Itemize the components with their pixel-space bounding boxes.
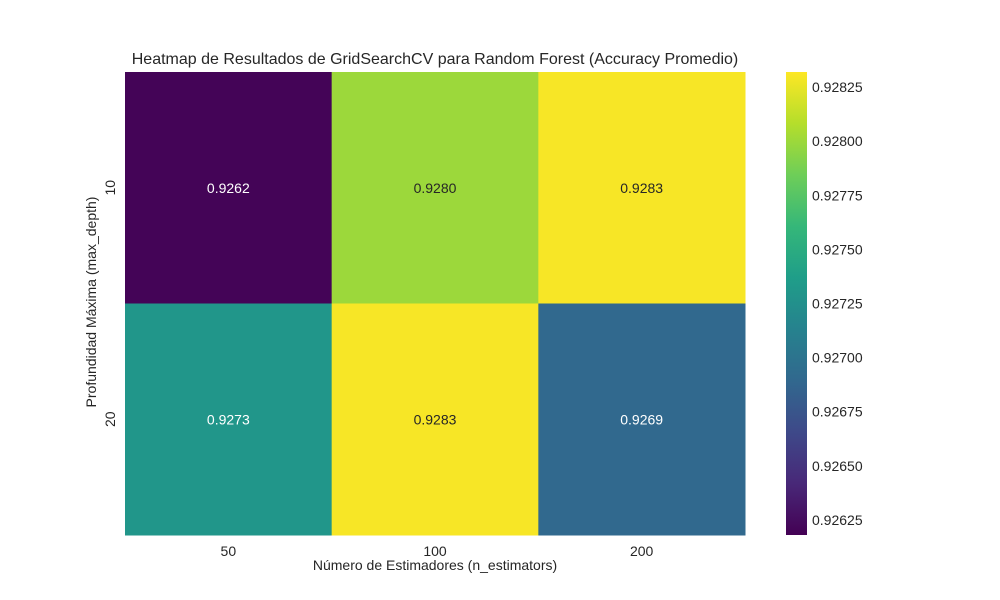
x-tick-label: 100 [423, 543, 447, 559]
heatmap-cell [538, 303, 746, 536]
colorbar-tick-label: 0.92825 [812, 79, 863, 95]
colorbar-ticks: 0.92625 0.92650 0.92675 0.92700 0.92725 0.927… [812, 79, 863, 528]
x-axis-ticks: 50 100 200 [221, 543, 654, 559]
heatmap-cells: 0.9262 0.9280 0.9283 0.9273 0.9283 0.9269 [125, 72, 746, 536]
x-axis-label: Número de Estimadores (n_estimators) [313, 557, 557, 573]
y-tick-label: 10 [102, 180, 118, 196]
y-axis-label: Profundidad Máxima (max_depth) [83, 197, 99, 408]
colorbar-tick-label: 0.92700 [812, 350, 863, 366]
heatmap-cell [538, 72, 746, 304]
cell-value-label: 0.9280 [414, 180, 457, 196]
x-tick-label: 200 [630, 543, 654, 559]
cell-value-label: 0.9283 [620, 180, 663, 196]
cell-value-label: 0.9273 [207, 411, 250, 427]
cell-value-label: 0.9262 [207, 180, 250, 196]
y-axis-ticks: 10 20 [102, 180, 118, 427]
colorbar-tick-label: 0.92775 [812, 187, 863, 203]
chart-title: Heatmap de Resultados de GridSearchCV pa… [132, 51, 739, 68]
x-tick-label: 50 [221, 543, 237, 559]
heatmap-cell [125, 72, 333, 304]
cell-value-label: 0.9283 [414, 411, 457, 427]
colorbar-tick-label: 0.92750 [812, 241, 863, 257]
heatmap-cell [331, 303, 539, 536]
colorbar-tick-label: 0.92650 [812, 458, 863, 474]
heatmap-cell [331, 72, 539, 304]
y-tick-label: 20 [102, 411, 118, 427]
colorbar-tick-label: 0.92725 [812, 296, 863, 312]
colorbar-tick-label: 0.92800 [812, 133, 863, 149]
colorbar [786, 72, 807, 535]
cell-value-label: 0.9269 [620, 411, 663, 427]
colorbar-tick-label: 0.92675 [812, 404, 863, 420]
heatmap-cell [125, 303, 333, 536]
colorbar-tick-label: 0.92625 [812, 512, 863, 528]
